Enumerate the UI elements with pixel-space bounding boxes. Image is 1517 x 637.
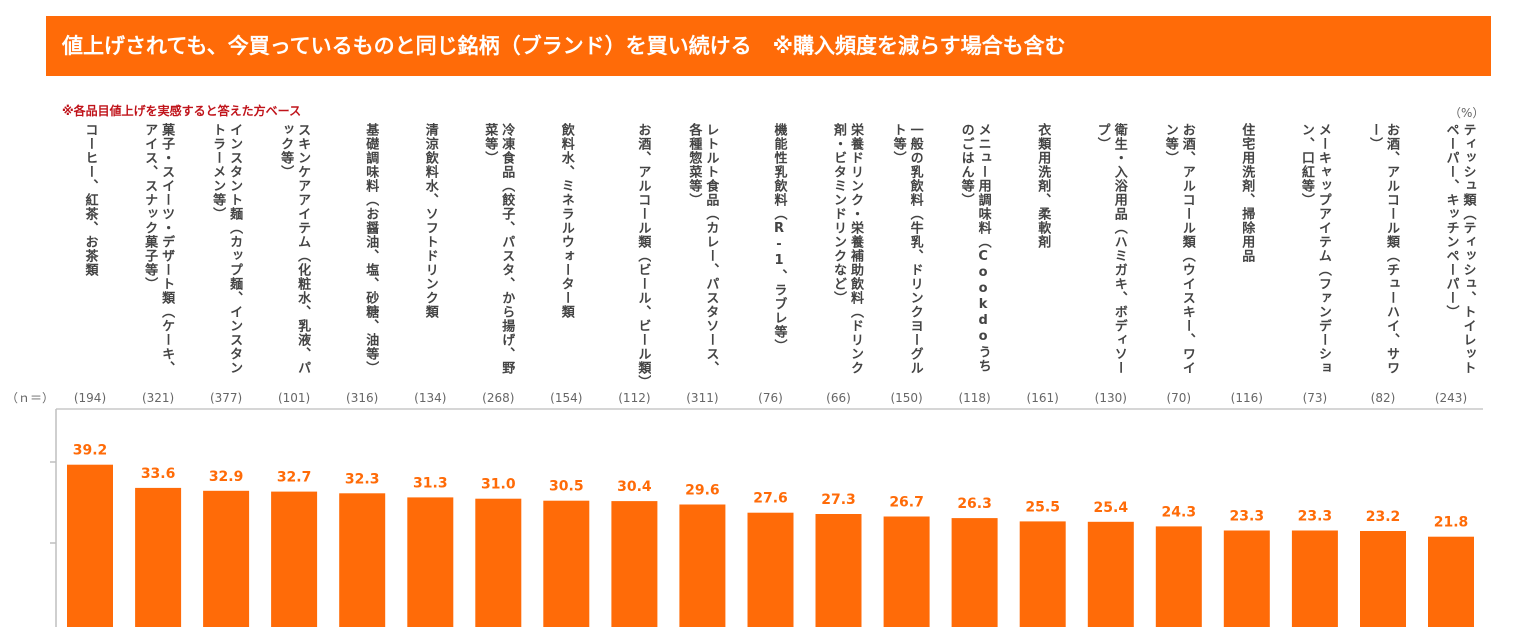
category-label: スキンケアアイテム（化粧水、乳液、パック等） — [278, 123, 311, 375]
category-label: 衛生・入浴用品（ハミガキ、ボディソープ） — [1094, 123, 1127, 375]
chart-title: 値上げされても、今買っているものと同じ銘柄（ブランド）を買い続ける ※購入頻度を… — [62, 34, 1066, 58]
category-label: 基礎調味料（お醤油、塩、砂糖、油等） — [363, 123, 379, 375]
sample-size: (73) — [1302, 391, 1328, 405]
category-label: お酒、アルコール類（ウイスキー、ワイン等） — [1162, 123, 1195, 375]
category-label: ティッシュ類（ティッシュ、トイレットペーパー、キッチンペーパー） — [1443, 123, 1476, 375]
data-label: 25.5 — [1025, 499, 1060, 515]
data-label: 39.2 — [73, 443, 108, 459]
bar — [679, 504, 726, 627]
data-label: 32.9 — [209, 469, 244, 485]
bar — [1155, 526, 1202, 627]
bar — [1291, 530, 1338, 627]
category-label: コーヒー、紅茶、お茶類 — [82, 123, 98, 277]
category-label: インスタント麺（カップ麺、インスタントラーメン等） — [210, 123, 243, 375]
category-label: 清涼飲料水、ソフトドリンク類 — [422, 123, 438, 319]
sample-size: (194) — [73, 391, 107, 405]
bar — [203, 490, 250, 627]
bar — [611, 501, 658, 627]
bar — [883, 516, 930, 627]
bar — [271, 491, 318, 627]
sample-size: (101) — [277, 391, 311, 405]
sample-size: (311) — [686, 391, 719, 405]
data-label: 33.6 — [141, 466, 176, 482]
data-label: 32.7 — [277, 470, 312, 486]
sample-size: (134) — [414, 391, 447, 405]
bar — [475, 498, 522, 627]
n-axis-label: （ｎ＝） — [6, 391, 55, 405]
category-label: 冷凍食品（餃子、パスタ、から揚げ、野菜等） — [482, 123, 515, 375]
data-label: 30.5 — [549, 479, 584, 495]
data-label: 25.4 — [1094, 500, 1129, 516]
bar — [747, 512, 794, 627]
category-label: 衣類用洗剤、柔軟剤 — [1035, 123, 1051, 249]
bar — [951, 518, 998, 627]
sample-size: (76) — [758, 391, 783, 405]
category-label: お酒、アルコール類（ビール、ビール類） — [635, 123, 651, 383]
data-label: 27.6 — [753, 491, 788, 507]
category-label: メーキャップアイテム（ファンデーション、口紅等） — [1298, 123, 1331, 375]
data-label: 27.3 — [821, 492, 856, 508]
data-label: 23.3 — [1298, 509, 1333, 525]
data-label: 30.4 — [617, 479, 652, 495]
sample-size: (316) — [346, 391, 379, 405]
bar — [407, 497, 454, 627]
bar — [339, 493, 386, 627]
sample-size: (130) — [1094, 391, 1127, 405]
bar-chart: 39.2 33.6 32.9 32.7 32.3 31.3 31.0 30.5 30.4 29.6… — [50, 408, 1483, 627]
sample-size: (321) — [141, 391, 175, 405]
title-banner: 値上げされても、今買っているものと同じ銘柄（ブランド）を買い続ける ※購入頻度を… — [46, 16, 1491, 76]
data-label: 23.2 — [1366, 509, 1401, 525]
unit-label: （%） — [1449, 106, 1485, 120]
bar — [1087, 521, 1134, 627]
bar — [135, 487, 182, 627]
category-label: 住宅用洗剤、掃除用品 — [1239, 123, 1255, 263]
base-note: ※各品目値上げを実感すると答えた方ベース — [62, 104, 302, 118]
category-label: お酒、アルコール類（チューハイ、サワー） — [1367, 123, 1399, 375]
sample-size: (377) — [209, 391, 243, 405]
category-label: 機能性乳飲料（R-1、ラブレ等） — [771, 123, 787, 353]
bar — [1223, 530, 1270, 627]
sample-size: (118) — [958, 391, 991, 405]
bar — [67, 464, 113, 627]
data-label: 31.3 — [413, 475, 448, 491]
sample-size: (268) — [482, 391, 515, 405]
sample-size: (161) — [1026, 391, 1059, 405]
sample-size: (66) — [826, 391, 851, 405]
bar — [1360, 531, 1406, 627]
bar — [815, 514, 862, 627]
data-label: 26.7 — [889, 495, 924, 511]
sample-size: (82) — [1370, 391, 1396, 405]
data-label: 32.3 — [345, 471, 380, 487]
category-label: 栄養ドリンク・栄養補助飲料（ドリンク剤・ビタミンドリンクなど） — [831, 123, 863, 375]
category-label: レトルト食品（カレー、パスタソース、各種惣菜等） — [686, 123, 719, 375]
sample-size: (70) — [1166, 391, 1192, 405]
data-label: 24.3 — [1162, 504, 1197, 520]
sample-size: (116) — [1230, 391, 1263, 405]
bar — [1428, 536, 1474, 627]
data-label: 29.6 — [685, 483, 720, 499]
bar — [543, 500, 590, 627]
category-label: 菓子・スイーツ・デザート類（ケーキ、アイス、スナック菓子等） — [142, 123, 175, 375]
sample-size: (112) — [618, 391, 651, 405]
data-label: 31.0 — [481, 477, 516, 493]
category-label: メニュー用調味料（Cookdoうちのごはん等） — [958, 123, 991, 373]
sample-size: (150) — [890, 391, 923, 405]
data-label: 21.8 — [1434, 515, 1469, 531]
data-label: 23.3 — [1230, 509, 1265, 525]
category-label: 一般の乳飲料（牛乳、ドリンクヨーグルト等） — [890, 123, 923, 375]
sample-size: (243) — [1434, 391, 1468, 405]
sample-size: (154) — [550, 391, 583, 405]
data-label: 26.3 — [957, 496, 992, 512]
bar — [1019, 521, 1066, 627]
category-label: 飲料水、ミネラルウォーター類 — [558, 123, 574, 319]
